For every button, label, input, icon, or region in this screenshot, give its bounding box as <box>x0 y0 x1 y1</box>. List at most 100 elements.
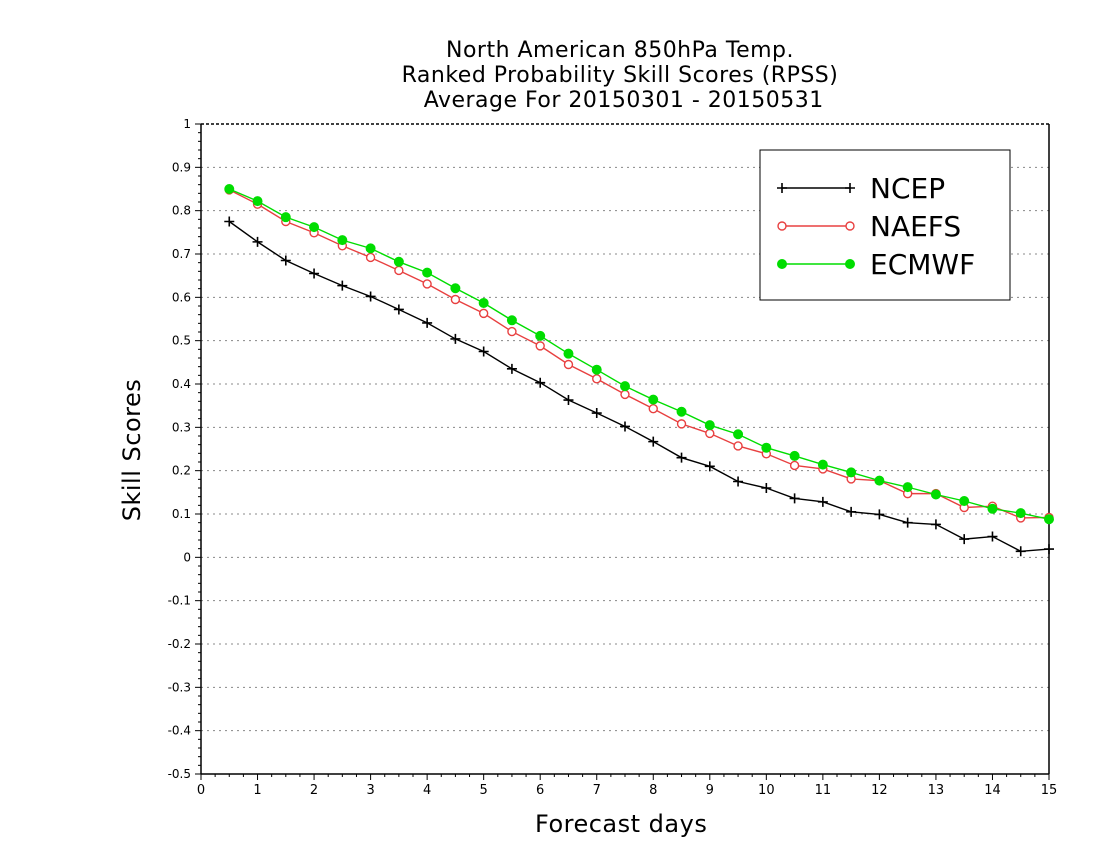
legend-marker <box>777 183 787 193</box>
y-tick-label: 0.7 <box>172 247 191 261</box>
data-point <box>592 374 602 384</box>
x-tick-label: 13 <box>928 783 945 798</box>
legend-label: NAEFS <box>870 210 961 243</box>
data-point <box>506 315 517 326</box>
data-point <box>902 517 913 528</box>
data-point <box>705 428 715 439</box>
y-tick-label: 0.1 <box>172 507 191 521</box>
data-point <box>648 394 659 405</box>
data-point <box>620 389 630 400</box>
data-point <box>309 268 320 279</box>
data-point <box>817 496 828 507</box>
data-point <box>874 509 885 520</box>
data-point <box>535 341 545 351</box>
data-point <box>422 317 433 328</box>
series-layer <box>224 184 1054 557</box>
data-point <box>846 506 857 517</box>
data-point <box>591 408 602 419</box>
data-point <box>280 212 291 223</box>
data-point <box>789 493 800 504</box>
data-point <box>478 297 489 308</box>
data-point <box>733 476 744 487</box>
data-point <box>506 363 517 374</box>
data-point <box>252 236 263 247</box>
data-point <box>252 196 263 207</box>
data-point <box>393 304 404 315</box>
axes: -0.5 -0.4 -0.3 -0.2 -0.1 0 0.1 0.2 0.3 0.4 0.5 0.6 0… <box>168 117 1058 798</box>
x-tick-label: 15 <box>1041 783 1058 798</box>
legend-marker <box>845 259 855 269</box>
y-tick-label: 0.5 <box>172 334 191 348</box>
y-tick-label: 0.6 <box>172 290 191 304</box>
data-point <box>676 406 687 417</box>
legend-marker <box>777 259 787 269</box>
x-tick-label: 12 <box>871 783 888 798</box>
data-point <box>394 265 404 276</box>
data-point <box>365 243 376 254</box>
y-tick-label: -0.2 <box>168 637 191 651</box>
x-tick-label: 8 <box>649 783 657 798</box>
y-tick-label: 1 <box>183 117 191 131</box>
legend-marker <box>845 183 855 193</box>
y-tick-label: 0.2 <box>172 464 191 478</box>
data-point <box>648 436 659 447</box>
y-tick-label: 0.4 <box>172 377 191 391</box>
chart-title-line-1: North American 850hPa Temp. <box>445 38 795 63</box>
legend-entry-ecmwf: ECMWF <box>777 248 975 281</box>
data-point <box>450 283 461 294</box>
data-point <box>422 267 433 278</box>
y-tick-label: 0.3 <box>172 420 191 434</box>
data-point <box>478 308 489 319</box>
x-tick-label: 7 <box>593 783 601 798</box>
series-line-naefs <box>228 189 1050 519</box>
data-point <box>563 359 574 370</box>
data-point <box>959 496 970 506</box>
x-tick-label: 1 <box>253 783 261 798</box>
data-point <box>1044 514 1054 525</box>
data-point <box>930 519 941 530</box>
x-tick-label: 11 <box>815 783 832 798</box>
data-point <box>280 255 291 266</box>
data-point <box>676 452 687 463</box>
data-point <box>959 534 970 545</box>
data-point <box>902 482 913 493</box>
data-point <box>563 395 574 406</box>
data-point <box>987 503 998 514</box>
legend: NCEP NAEFS ECMWF <box>759 149 1011 301</box>
data-point <box>789 460 800 471</box>
y-tick-label: -0.3 <box>168 680 191 694</box>
data-point <box>309 222 320 233</box>
data-point <box>507 326 517 337</box>
data-point <box>535 377 546 388</box>
data-point <box>648 404 658 414</box>
y-tick-label: -0.1 <box>168 594 191 608</box>
legend-entry-ncep: NCEP <box>777 172 945 205</box>
data-point <box>620 421 630 432</box>
x-tick-label: 10 <box>758 783 775 798</box>
y-axis-title: Skill Scores <box>118 378 146 522</box>
data-point <box>846 467 857 478</box>
legend-box <box>759 149 1011 301</box>
data-point <box>733 429 744 440</box>
data-point <box>224 216 235 227</box>
data-point <box>676 419 687 429</box>
legend-label: ECMWF <box>870 248 975 281</box>
data-point <box>563 348 574 359</box>
data-point <box>591 364 602 375</box>
series-ncep <box>224 216 1054 557</box>
y-tick-label: 0.8 <box>172 204 191 218</box>
data-point <box>761 442 772 453</box>
y-tick-label: -0.4 <box>168 724 191 738</box>
data-point <box>874 475 885 486</box>
data-point <box>761 483 772 493</box>
chart-title-line-2: Ranked Probability Skill Scores (RPSS) <box>401 63 839 88</box>
data-point <box>224 184 235 194</box>
data-point <box>1015 546 1026 557</box>
chart-title-line-3: Average For 20150301 - 20150531 <box>416 88 824 113</box>
data-point <box>817 459 828 470</box>
data-point <box>930 489 941 500</box>
y-tick-label: 0 <box>183 550 191 564</box>
data-point <box>1015 508 1026 519</box>
